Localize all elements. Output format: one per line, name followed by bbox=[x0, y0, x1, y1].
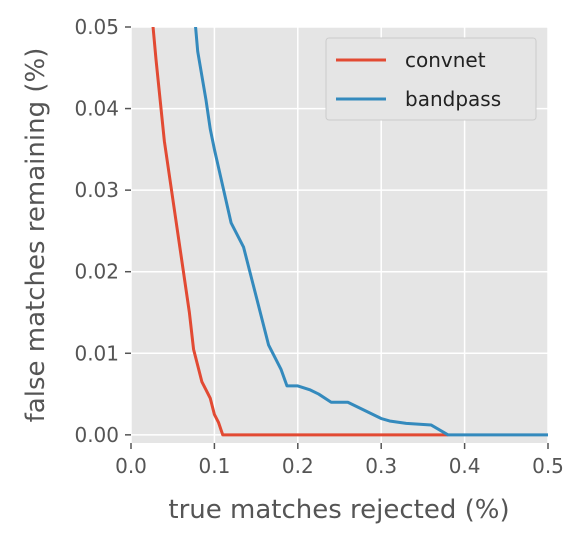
y-tick-label: 0.02 bbox=[74, 260, 119, 284]
legend-label-convnet: convnet bbox=[405, 48, 486, 72]
y-axis-label: false matches remaining (%) bbox=[21, 48, 51, 423]
y-tick-label: 0.04 bbox=[74, 97, 119, 121]
x-tick-label: 0.3 bbox=[365, 454, 397, 478]
y-tick-label: 0.03 bbox=[74, 178, 119, 202]
y-tick-label: 0.05 bbox=[74, 15, 119, 39]
legend-label-bandpass: bandpass bbox=[405, 87, 501, 111]
y-tick-label: 0.01 bbox=[74, 341, 119, 365]
series-line-convnet bbox=[151, 27, 448, 437]
y-tick-label: 0.00 bbox=[74, 423, 119, 447]
x-tick-label: 0.2 bbox=[282, 454, 314, 478]
series-line-bandpass bbox=[194, 27, 548, 437]
x-tick-label: 0.5 bbox=[532, 454, 564, 478]
x-axis: 0.0 0.1 0.2 0.3 0.4 0.5 bbox=[115, 443, 564, 478]
x-axis-label: true matches rejected (%) bbox=[168, 495, 509, 525]
x-tick-label: 0.0 bbox=[115, 454, 147, 478]
y-axis: 0.00 0.01 0.02 0.03 0.04 0.05 bbox=[74, 15, 131, 447]
series-lines bbox=[151, 27, 548, 437]
x-tick-label: 0.4 bbox=[449, 454, 481, 478]
x-tick-label: 0.1 bbox=[198, 454, 230, 478]
legend: convnet bandpass bbox=[325, 37, 537, 121]
